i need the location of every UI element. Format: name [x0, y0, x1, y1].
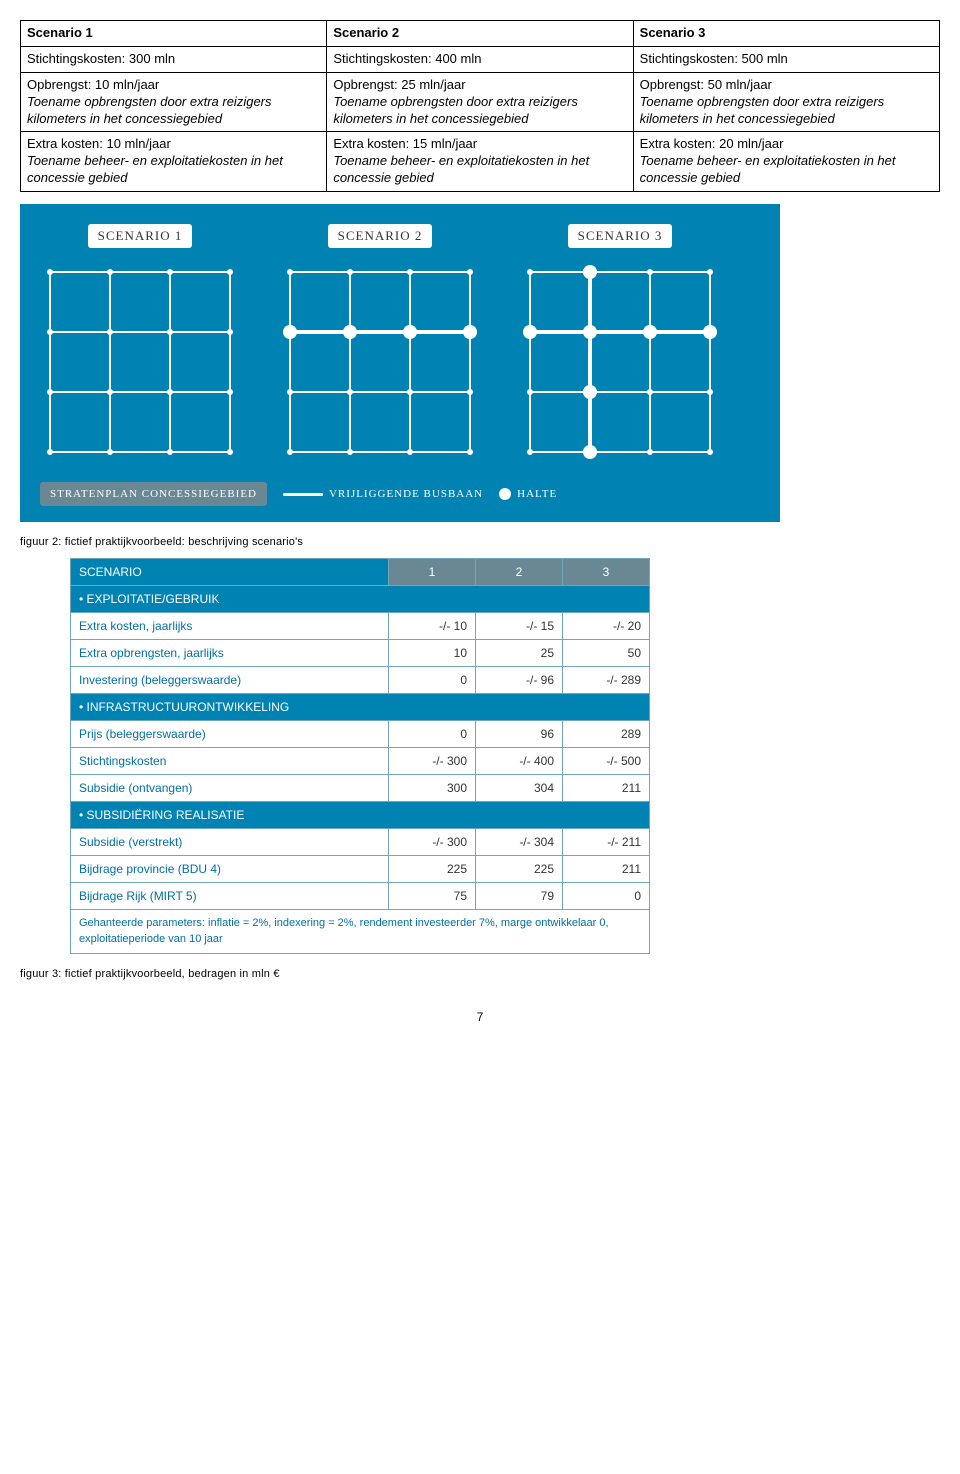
- section-title: • EXPLOITATIE/GEBRUIK: [71, 586, 650, 613]
- row-value: 225: [476, 856, 563, 883]
- row-value: 289: [563, 721, 650, 748]
- row-value: -/- 300: [389, 748, 476, 775]
- legend-busbaan: VRIJLIGGENDE BUSBAAN: [283, 488, 483, 500]
- ex1-l1: Extra kosten: 10 mln/jaar: [27, 136, 171, 151]
- scen-h2: Scenario 2: [327, 21, 633, 47]
- row-value: 75: [389, 883, 476, 910]
- ex3-l1: Extra kosten: 20 mln/jaar: [640, 136, 784, 151]
- row-label: Extra opbrengsten, jaarlijks: [71, 640, 389, 667]
- scenario-diagram-label: SCENARIO 3: [568, 224, 673, 248]
- scenario-diagram-label: SCENARIO 2: [328, 224, 433, 248]
- row-label: Extra kosten, jaarlijks: [71, 613, 389, 640]
- cell-rev-1: Opbrengst: 10 mln/jaar Toename opbrengst…: [21, 72, 327, 132]
- ex3-l2: Toename beheer- en exploitatiekosten in …: [640, 153, 896, 185]
- row-value: 0: [563, 883, 650, 910]
- section-title: • INFRASTRUCTUURONTWIKKELING: [71, 694, 650, 721]
- ex1-l2: Toename beheer- en exploitatiekosten in …: [27, 153, 283, 185]
- row-value: -/- 15: [476, 613, 563, 640]
- ex2-l2: Toename beheer- en exploitatiekosten in …: [333, 153, 589, 185]
- row-value: -/- 96: [476, 667, 563, 694]
- figure2-caption: figuur 2: fictief praktijkvoorbeeld: bes…: [20, 536, 940, 548]
- cell-cost-1: Stichtingskosten: 300 mln: [21, 46, 327, 72]
- row-value: -/- 400: [476, 748, 563, 775]
- row-value: -/- 289: [563, 667, 650, 694]
- rev1-l1: Opbrengst: 10 mln/jaar: [27, 77, 159, 92]
- row-label: Subsidie (verstrekt): [71, 829, 389, 856]
- table-footnote: Gehanteerde parameters: inflatie = 2%, i…: [71, 910, 650, 954]
- scenario-diagram-col: SCENARIO 2: [280, 224, 480, 464]
- scenario-diagram-figure: SCENARIO 1 SCENARIO 2 SCENARIO 3 STRATENPL…: [20, 204, 780, 522]
- row-value: 79: [476, 883, 563, 910]
- row-value: 0: [389, 721, 476, 748]
- rev3-l2: Toename opbrengsten door extra reizigers…: [640, 94, 885, 126]
- row-label: Stichtingskosten: [71, 748, 389, 775]
- cell-extra-1: Extra kosten: 10 mln/jaar Toename beheer…: [21, 132, 327, 192]
- scen-h3: Scenario 3: [633, 21, 939, 47]
- financial-data-table: SCENARIO 1 2 3 • EXPLOITATIE/GEBRUIKExtr…: [70, 558, 650, 954]
- halte-dot-icon: [499, 488, 511, 500]
- busbaan-line-icon: [283, 493, 323, 496]
- row-value: -/- 500: [563, 748, 650, 775]
- scenario-diagram-col: SCENARIO 1: [40, 224, 240, 464]
- cell-rev-2: Opbrengst: 25 mln/jaar Toename opbrengst…: [327, 72, 633, 132]
- rev3-l1: Opbrengst: 50 mln/jaar: [640, 77, 772, 92]
- scenario-text-table: Scenario 1 Scenario 2 Scenario 3 Stichti…: [20, 20, 940, 192]
- cell-extra-3: Extra kosten: 20 mln/jaar Toename beheer…: [633, 132, 939, 192]
- row-value: 0: [389, 667, 476, 694]
- cell-rev-3: Opbrengst: 50 mln/jaar Toename opbrengst…: [633, 72, 939, 132]
- row-value: 300: [389, 775, 476, 802]
- rev2-l1: Opbrengst: 25 mln/jaar: [333, 77, 465, 92]
- scen-h1: Scenario 1: [21, 21, 327, 47]
- figure3-caption: figuur 3: fictief praktijkvoorbeeld, bed…: [20, 968, 940, 980]
- row-value: -/- 300: [389, 829, 476, 856]
- row-value: -/- 304: [476, 829, 563, 856]
- cell-extra-2: Extra kosten: 15 mln/jaar Toename beheer…: [327, 132, 633, 192]
- scenario-diagram-row: SCENARIO 1 SCENARIO 2 SCENARIO 3: [40, 224, 760, 464]
- row-value: 10: [389, 640, 476, 667]
- page-number: 7: [20, 1010, 940, 1024]
- dt-head-3: 3: [563, 559, 650, 586]
- section-title: • SUBSIDIËRING REALISATIE: [71, 802, 650, 829]
- dt-head-label: SCENARIO: [71, 559, 389, 586]
- row-value: 50: [563, 640, 650, 667]
- row-value: 211: [563, 775, 650, 802]
- dt-head-1: 1: [389, 559, 476, 586]
- legend-row: STRATENPLAN CONCESSIEGEBIED VRIJLIGGENDE…: [40, 482, 760, 506]
- cell-cost-2: Stichtingskosten: 400 mln: [327, 46, 633, 72]
- row-value: -/- 10: [389, 613, 476, 640]
- scenario-diagram-col: SCENARIO 3: [520, 224, 720, 464]
- row-value: 225: [389, 856, 476, 883]
- row-label: Investering (beleggerswaarde): [71, 667, 389, 694]
- scenario-grid-svg: [38, 260, 242, 464]
- dt-head-2: 2: [476, 559, 563, 586]
- cell-cost-3: Stichtingskosten: 500 mln: [633, 46, 939, 72]
- legend-busbaan-label: VRIJLIGGENDE BUSBAAN: [329, 488, 483, 500]
- legend-halte-label: HALTE: [517, 488, 557, 500]
- scenario-grid-svg: [518, 260, 722, 464]
- legend-halte: HALTE: [499, 488, 557, 500]
- row-label: Bijdrage provincie (BDU 4): [71, 856, 389, 883]
- rev2-l2: Toename opbrengsten door extra reizigers…: [333, 94, 578, 126]
- legend-plan: STRATENPLAN CONCESSIEGEBIED: [40, 482, 267, 506]
- row-value: 304: [476, 775, 563, 802]
- row-value: 211: [563, 856, 650, 883]
- row-value: 96: [476, 721, 563, 748]
- rev1-l2: Toename opbrengsten door extra reizigers…: [27, 94, 272, 126]
- scenario-diagram-label: SCENARIO 1: [88, 224, 193, 248]
- row-value: 25: [476, 640, 563, 667]
- row-value: -/- 211: [563, 829, 650, 856]
- ex2-l1: Extra kosten: 15 mln/jaar: [333, 136, 477, 151]
- row-value: -/- 20: [563, 613, 650, 640]
- row-label: Subsidie (ontvangen): [71, 775, 389, 802]
- row-label: Prijs (beleggerswaarde): [71, 721, 389, 748]
- scenario-grid-svg: [278, 260, 482, 464]
- row-label: Bijdrage Rijk (MIRT 5): [71, 883, 389, 910]
